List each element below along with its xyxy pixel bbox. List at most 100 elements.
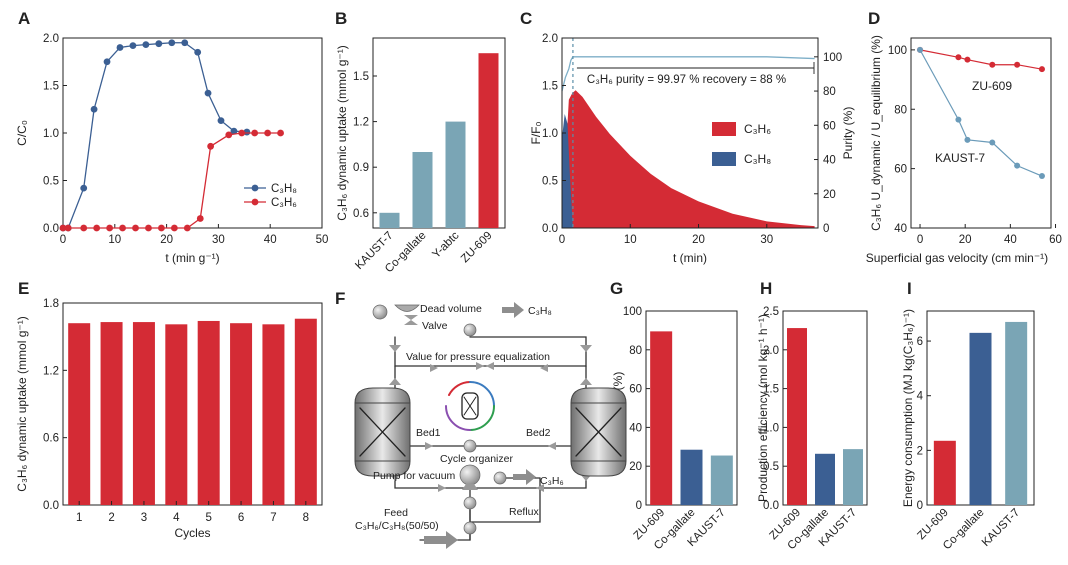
panel-c-chart: C C₃H₆ purity = 99.97 % recovery = 88 % 0.… (520, 9, 855, 265)
y-tick-label: 0.5 (43, 176, 59, 188)
vacuum-pump (459, 464, 481, 486)
panel-label-h: H (760, 279, 772, 298)
panel-label-a: A (18, 9, 30, 28)
bed1 (354, 387, 411, 477)
bar (412, 152, 433, 228)
x-tick-label: 2 (108, 512, 114, 524)
bed2-label: Bed2 (526, 427, 551, 439)
data-point (80, 184, 88, 192)
y-tick-label: 0 (917, 500, 923, 512)
y-tick-label: 0 (823, 223, 829, 235)
feed-junction (463, 521, 477, 535)
bar (294, 318, 317, 505)
y-tick-label: 1.0 (43, 128, 59, 140)
y-tick-label: 1.5 (542, 81, 558, 93)
data-point (230, 127, 238, 135)
valve-label: Valve (422, 320, 448, 332)
y-axis-label: C₃H₆ dynamic uptake (mmol g⁻¹) (335, 45, 349, 220)
x-tick-label: 5 (205, 512, 211, 524)
y-tick-label: 6 (917, 336, 923, 348)
y2-axis-label: Purity (%) (841, 107, 855, 160)
axes-frame (62, 302, 323, 506)
data-point (132, 224, 139, 232)
data-point (989, 61, 996, 68)
bar (262, 324, 285, 505)
series-line (919, 49, 1043, 70)
bar (710, 455, 733, 505)
y-axis-label: F/F₀ (529, 121, 543, 144)
c3h8-outlet-label: C₃H₈ (528, 305, 552, 317)
panel-label-c: C (520, 9, 532, 28)
panel-label-g: G (610, 279, 623, 298)
data-point (204, 89, 212, 97)
panel-label-f: F (335, 289, 345, 308)
y-tick-label: 2.0 (763, 345, 779, 357)
y-tick-label: 80 (823, 86, 836, 98)
c3h6-outlet-arrow (513, 469, 536, 485)
series-line-c3h8 (63, 42, 247, 229)
y-axis-label: Production efficiency (mol kg⁻¹ h⁻¹) (756, 314, 770, 502)
legend-marker (251, 184, 259, 192)
bed2 (570, 387, 627, 477)
y-tick-label: 1.5 (353, 71, 369, 83)
bar (197, 320, 220, 505)
mid-junction (463, 439, 477, 453)
x-tick-label: 20 (959, 234, 972, 246)
x-tick-label: 1 (76, 512, 82, 524)
x-tick-label: 20 (160, 234, 173, 246)
data-point (196, 215, 204, 222)
y-tick-label: 40 (629, 422, 642, 434)
data-point (1014, 61, 1021, 68)
y-tick-label: 1.8 (43, 298, 59, 310)
c3h6-outlet-label: C₃H₆ (540, 475, 564, 487)
y-tick-label: 0.0 (43, 223, 59, 235)
legend-label: C₃H₆ (744, 122, 771, 136)
y-tick-label: 0.5 (763, 461, 779, 473)
data-point (964, 56, 971, 63)
y-tick-label: 80 (894, 104, 907, 116)
bar (969, 332, 992, 505)
dead-volume-label: Dead volume (420, 303, 482, 315)
x-tick-label: 4 (173, 512, 180, 524)
y-axis-label: C/C₀ (15, 120, 29, 146)
x-tick-label: 7 (270, 512, 276, 524)
area-c3h6 (562, 90, 815, 228)
series-line (919, 49, 1043, 177)
bar (815, 453, 835, 505)
y-tick-label: 40 (894, 223, 907, 235)
bar (445, 121, 466, 228)
data-point (243, 128, 251, 136)
area-c3h8 (562, 114, 573, 228)
dead-volume-bowl (394, 304, 420, 312)
y-axis-label: C₃H₆ dynamic uptake (mmol g⁻¹) (15, 316, 29, 491)
legend-swatch (712, 122, 736, 136)
bed1-label: Bed1 (416, 427, 441, 439)
bar (100, 322, 123, 505)
pressure-valve-label: Value for pressure equalization (406, 351, 550, 363)
y-tick-label: 60 (629, 384, 642, 396)
y-tick-label: 40 (823, 155, 836, 167)
feed-label: Feed (384, 507, 408, 519)
legend-swatch (712, 152, 736, 166)
x-tick-label: 8 (303, 512, 309, 524)
data-point (194, 48, 202, 56)
x-tick-label: 10 (624, 234, 637, 246)
dead-volume-ball (372, 304, 388, 320)
feed-arrow (424, 531, 458, 549)
panel-label-e: E (18, 279, 29, 298)
data-point (989, 139, 996, 146)
c3h8-outlet-arrow (502, 302, 524, 318)
y-tick-label: 100 (623, 306, 642, 318)
data-point (103, 58, 111, 66)
y-tick-label: 20 (823, 189, 836, 201)
x-tick-label: 40 (264, 234, 277, 246)
y-tick-label: 1.0 (542, 128, 558, 140)
data-point (106, 224, 114, 232)
data-point (955, 116, 962, 123)
data-point (964, 136, 971, 143)
bar (165, 324, 188, 505)
panel-label-b: B (335, 9, 347, 28)
bar (680, 449, 703, 505)
y-tick-label: 1.5 (43, 81, 59, 93)
